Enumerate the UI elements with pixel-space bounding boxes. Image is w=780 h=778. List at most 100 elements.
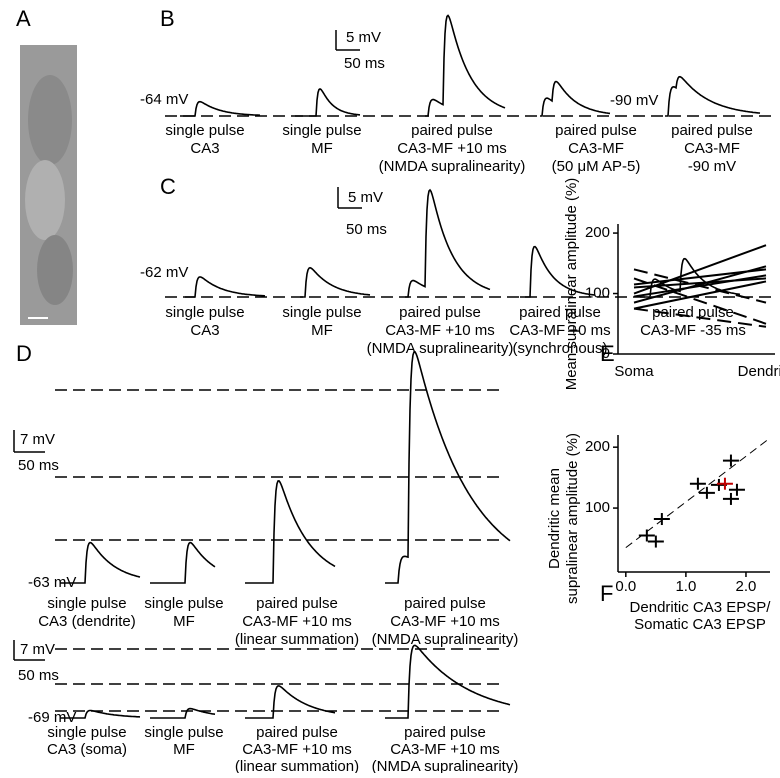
caption: -90 mV <box>688 158 736 175</box>
trace <box>60 541 141 584</box>
series-line <box>633 268 767 304</box>
caption: paired pulse <box>404 724 486 741</box>
resting-potential: -64 mV <box>140 91 188 108</box>
trace <box>425 14 506 117</box>
caption: CA3-MF +0 ms <box>509 322 610 339</box>
trace <box>300 266 371 298</box>
caption: single pulse <box>47 595 126 612</box>
scale-label: 50 ms <box>346 221 387 238</box>
caption: CA3-MF <box>684 140 740 157</box>
caption: single pulse <box>144 595 223 612</box>
y-tick-label: 200 <box>585 438 610 455</box>
x-tick-label: 2.0 <box>736 578 757 595</box>
caption: single pulse <box>144 724 223 741</box>
scale-label: 7 mV <box>20 431 55 448</box>
caption: CA3 (dendrite) <box>38 613 136 630</box>
point <box>716 477 733 490</box>
cell <box>25 160 65 240</box>
y-tick-label: 100 <box>585 285 610 302</box>
panel-label: E <box>600 341 615 366</box>
caption: CA3-MF +10 ms <box>397 140 507 157</box>
point <box>689 477 706 490</box>
resting-potential: -63 mV <box>28 574 76 591</box>
series-line <box>633 280 767 310</box>
x-axis-label: Somatic CA3 EPSP <box>634 616 766 633</box>
point <box>647 535 664 548</box>
caption: single pulse <box>165 304 244 321</box>
scale-label: 7 mV <box>20 641 55 658</box>
series-line <box>633 265 767 304</box>
caption: (linear summation) <box>235 758 359 773</box>
trace <box>540 80 611 117</box>
caption: CA3-MF +10 ms <box>390 741 500 758</box>
resting-potential: -69 mV <box>28 709 76 726</box>
point <box>722 492 739 505</box>
point <box>722 454 739 467</box>
x-tick-label: 0.0 <box>615 578 636 595</box>
trace <box>245 480 336 584</box>
caption: single pulse <box>282 304 361 321</box>
resting-potential: -62 mV <box>140 264 188 281</box>
caption: paired pulse <box>404 595 486 612</box>
trace <box>520 245 596 298</box>
caption: MF <box>173 613 195 630</box>
trace <box>295 87 361 117</box>
point <box>638 529 655 542</box>
series-line <box>633 307 767 328</box>
caption: single pulse <box>165 122 244 139</box>
scale-label: 50 ms <box>344 55 385 72</box>
y-tick-label: 100 <box>585 499 610 516</box>
caption: CA3 <box>190 322 219 339</box>
caption: (NMDA supralinearity) <box>372 631 519 648</box>
caption: paired pulse <box>652 304 734 321</box>
trace <box>385 644 511 719</box>
fit-line <box>625 437 771 549</box>
caption: CA3 (soma) <box>47 741 127 758</box>
holding-potential: -90 mV <box>610 92 658 109</box>
caption: MF <box>311 140 333 157</box>
y-tick-label: 200 <box>585 224 610 241</box>
panel-label: F <box>600 581 613 606</box>
y-tick-label: 0 <box>602 345 610 362</box>
x-tick-label: Soma <box>614 363 654 380</box>
caption: paired pulse <box>256 724 338 741</box>
scale-label: 5 mV <box>346 29 381 46</box>
panel-label: C <box>160 174 176 199</box>
x-tick-label: Dendrite <box>738 363 780 380</box>
trace <box>150 707 216 719</box>
point <box>728 483 745 496</box>
caption: (NMDA supralinearity) <box>372 758 519 773</box>
caption: paired pulse <box>555 122 637 139</box>
trace <box>180 100 260 117</box>
trace <box>405 188 491 298</box>
point <box>698 486 715 499</box>
y-axis-label: Dendritic mean <box>546 468 563 569</box>
caption: CA3-MF +10 ms <box>242 613 352 630</box>
caption: CA3-MF +10 ms <box>242 741 352 758</box>
caption: CA3 <box>190 140 219 157</box>
caption: paired pulse <box>519 304 601 321</box>
caption: CA3-MF +10 ms <box>390 613 500 630</box>
scale-label: 50 ms <box>18 457 59 474</box>
scale-label: 5 mV <box>348 189 383 206</box>
caption: MF <box>173 741 195 758</box>
caption: single pulse <box>282 122 361 139</box>
scale-label: 50 ms <box>18 667 59 684</box>
caption: paired pulse <box>671 122 753 139</box>
trace <box>60 709 141 719</box>
x-tick-label: 1.0 <box>675 578 696 595</box>
caption: (linear summation) <box>235 631 359 648</box>
caption: (NMDA supralinearity) <box>367 340 514 357</box>
series-line <box>633 277 767 325</box>
panel-label: A <box>16 6 31 31</box>
caption: CA3-MF +10 ms <box>385 322 495 339</box>
caption: MF <box>311 322 333 339</box>
caption: (NMDA supralinearity) <box>379 158 526 175</box>
cell <box>37 235 73 305</box>
point <box>653 513 670 526</box>
caption: paired pulse <box>256 595 338 612</box>
panel-label: D <box>16 341 32 366</box>
caption: (synchronous) <box>512 340 607 357</box>
y-axis-label: Mean supralinear amplitude (%) <box>563 178 580 391</box>
